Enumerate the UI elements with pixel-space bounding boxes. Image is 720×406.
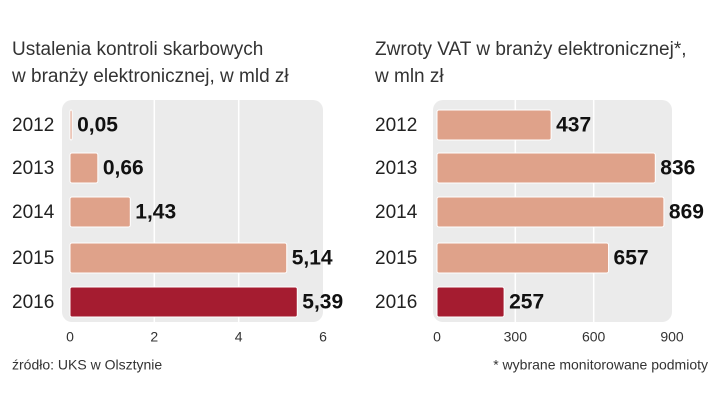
value-label: 5,39: [302, 291, 343, 314]
chart-title: Ustalenia kontroli skarbowych: [12, 39, 263, 60]
bar: [69, 286, 298, 318]
value-label: 0,05: [77, 114, 118, 137]
chart-title: w branży elektronicznej, w mld zł: [11, 66, 289, 87]
x-tick-label: 300: [504, 329, 528, 345]
value-label: 869: [669, 201, 704, 224]
y-tick-label: 2016: [12, 292, 54, 313]
chart-title: w mln zł: [374, 66, 444, 87]
x-tick-label: 2: [150, 329, 158, 345]
bar: [436, 286, 505, 318]
bar: [436, 109, 552, 141]
x-tick-label: 6: [319, 329, 327, 345]
bar: [69, 109, 73, 141]
y-tick-label: 2016: [375, 292, 417, 313]
value-label: 257: [509, 291, 544, 314]
value-label: 5,14: [292, 247, 333, 270]
value-label: 0,66: [103, 157, 144, 180]
value-label: 657: [614, 247, 649, 270]
y-tick-label: 2013: [375, 158, 417, 179]
value-label: 836: [660, 157, 695, 180]
value-label: 1,43: [135, 201, 176, 224]
value-label: 437: [556, 114, 591, 137]
y-tick-label: 2012: [375, 115, 417, 136]
y-tick-label: 2013: [12, 158, 54, 179]
chart-title: Zwroty VAT w branży elektronicznej*,: [375, 39, 687, 60]
bar: [436, 152, 656, 184]
y-tick-label: 2012: [12, 115, 54, 136]
source: źródło: UKS w Olsztynie: [12, 357, 162, 373]
x-tick-label: 0: [66, 329, 74, 345]
x-tick-label: 0: [433, 329, 441, 345]
y-tick-label: 2015: [12, 248, 54, 269]
bar: [436, 242, 610, 274]
y-tick-label: 2015: [375, 248, 417, 269]
x-tick-label: 4: [235, 329, 243, 345]
footnote: * wybrane monitorowane podmioty: [493, 357, 708, 373]
bar: [69, 196, 131, 228]
x-tick-label: 600: [582, 329, 606, 345]
y-tick-label: 2014: [375, 202, 418, 223]
x-tick-label: 900: [660, 329, 684, 345]
bar: [69, 242, 288, 274]
bar: [69, 152, 99, 184]
y-tick-label: 2014: [12, 202, 55, 223]
bar: [436, 196, 665, 228]
